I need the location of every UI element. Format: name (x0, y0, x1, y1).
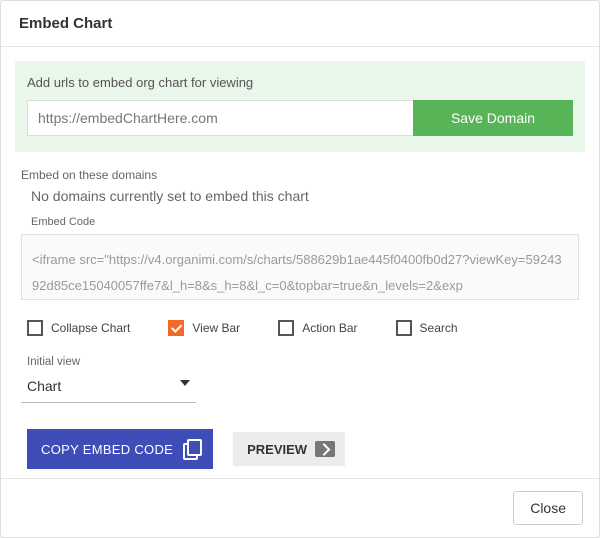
initial-view-select[interactable]: Chart (21, 378, 196, 403)
copy-button-label: COPY EMBED CODE (41, 442, 173, 457)
domains-label: Embed on these domains (21, 168, 579, 182)
domains-empty-text: No domains currently set to embed this c… (31, 188, 579, 204)
embed-code-label: Embed Code (31, 216, 579, 228)
copy-icon (183, 440, 201, 458)
add-url-label: Add urls to embed org chart for viewing (27, 75, 573, 90)
add-url-panel: Add urls to embed org chart for viewing … (15, 61, 585, 152)
initial-view-label: Initial view (21, 356, 579, 368)
chevron-down-icon (180, 380, 190, 386)
collapse-chart-checkbox[interactable]: Collapse Chart (27, 320, 130, 336)
select-value: Chart (27, 378, 61, 394)
modal-footer: Close (1, 478, 599, 537)
checkbox-icon (396, 320, 412, 336)
url-input-row: Save Domain (27, 100, 573, 136)
modal-body: Add urls to embed org chart for viewing … (1, 47, 599, 478)
embed-url-input[interactable] (27, 100, 413, 136)
modal-header: Embed Chart (1, 1, 599, 47)
action-buttons-row: COPY EMBED CODE PREVIEW (21, 429, 579, 469)
checkbox-label: Collapse Chart (51, 321, 130, 335)
domains-section: Embed on these domains No domains curren… (15, 168, 585, 469)
close-button[interactable]: Close (513, 491, 583, 525)
embed-code-box[interactable]: <iframe src="https://v4.organimi.com/s/c… (21, 234, 579, 300)
search-checkbox[interactable]: Search (396, 320, 458, 336)
checkbox-icon (278, 320, 294, 336)
checkbox-label: View Bar (192, 321, 240, 335)
share-arrow-icon (315, 441, 335, 457)
view-bar-checkbox[interactable]: View Bar (168, 320, 240, 336)
preview-button-label: PREVIEW (247, 442, 307, 457)
options-row: Collapse Chart View Bar Action Bar Searc… (21, 320, 579, 336)
modal-title: Embed Chart (19, 15, 581, 32)
checkbox-icon (27, 320, 43, 336)
checkbox-label: Search (420, 321, 458, 335)
preview-button[interactable]: PREVIEW (233, 432, 345, 466)
action-bar-checkbox[interactable]: Action Bar (278, 320, 357, 336)
checkbox-icon (168, 320, 184, 336)
embed-chart-modal: Embed Chart Add urls to embed org chart … (0, 0, 600, 538)
checkbox-label: Action Bar (302, 321, 357, 335)
save-domain-button[interactable]: Save Domain (413, 100, 573, 136)
copy-embed-code-button[interactable]: COPY EMBED CODE (27, 429, 213, 469)
